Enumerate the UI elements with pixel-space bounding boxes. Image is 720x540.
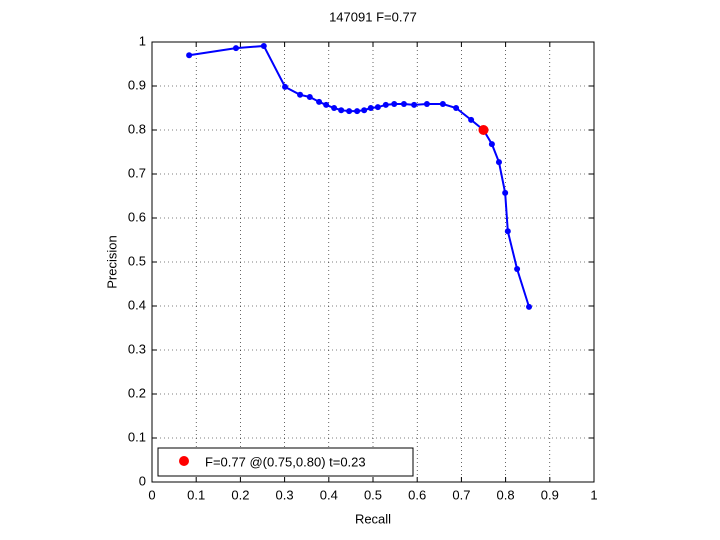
data-point [346, 108, 353, 115]
data-point [411, 101, 418, 108]
y-tick-label: 0.5 [128, 253, 146, 268]
data-point [400, 101, 407, 108]
legend-marker [179, 456, 189, 466]
x-tick-label: 0.7 [452, 487, 470, 502]
legend-box [157, 447, 414, 477]
data-point [526, 303, 533, 310]
data-point [260, 42, 267, 49]
x-tick-label: 0 [148, 487, 155, 502]
y-tick-label: 0.9 [128, 77, 146, 92]
x-tick-label: 0.8 [497, 487, 515, 502]
x-tick-label: 0.4 [320, 487, 338, 502]
x-tick-label: 0.2 [231, 487, 249, 502]
x-tick-label: 1 [590, 487, 597, 502]
data-point [232, 45, 239, 52]
data-point [331, 105, 338, 111]
data-point [374, 104, 381, 111]
data-point [382, 101, 389, 108]
data-point [495, 159, 502, 166]
data-point [488, 141, 495, 148]
data-point [439, 101, 446, 108]
y-tick-label: 0.4 [128, 297, 146, 312]
y-axis-label: Precision [104, 235, 119, 288]
y-tick-label: 0.8 [128, 121, 146, 136]
data-point [504, 228, 511, 235]
y-tick-label: 0.7 [128, 165, 146, 180]
x-axis-label: Recall [355, 511, 391, 526]
data-point [361, 107, 368, 114]
y-tick-label: 1 [139, 33, 146, 48]
data-point [338, 107, 345, 114]
data-point [282, 83, 289, 90]
x-tick-label: 0.1 [187, 487, 205, 502]
axes-box [151, 41, 595, 483]
y-tick-label: 0.2 [128, 385, 146, 400]
data-point [453, 105, 460, 111]
y-tick-label: 0 [139, 473, 146, 488]
data-point [186, 52, 193, 59]
data-point [354, 108, 361, 115]
x-tick-label: 0.6 [408, 487, 426, 502]
chart-title: 147091 F=0.77 [329, 9, 417, 24]
data-point [316, 98, 323, 105]
x-tick-label: 0.5 [364, 487, 382, 502]
data-point [502, 189, 509, 196]
data-point [367, 105, 374, 111]
y-tick-label: 0.1 [128, 429, 146, 444]
data-point [297, 91, 304, 98]
best-point [478, 125, 489, 135]
data-point [391, 101, 398, 108]
data-point [306, 94, 313, 100]
data-point [323, 101, 330, 108]
data-point [468, 116, 475, 123]
data-point [423, 101, 430, 108]
data-point [514, 266, 521, 273]
legend-label: F=0.77 @(0.75,0.80) t=0.23 [205, 454, 366, 469]
y-tick-label: 0.6 [128, 209, 146, 224]
x-tick-label: 0.9 [541, 487, 559, 502]
x-tick-label: 0.3 [276, 487, 294, 502]
y-tick-label: 0.3 [128, 341, 146, 356]
